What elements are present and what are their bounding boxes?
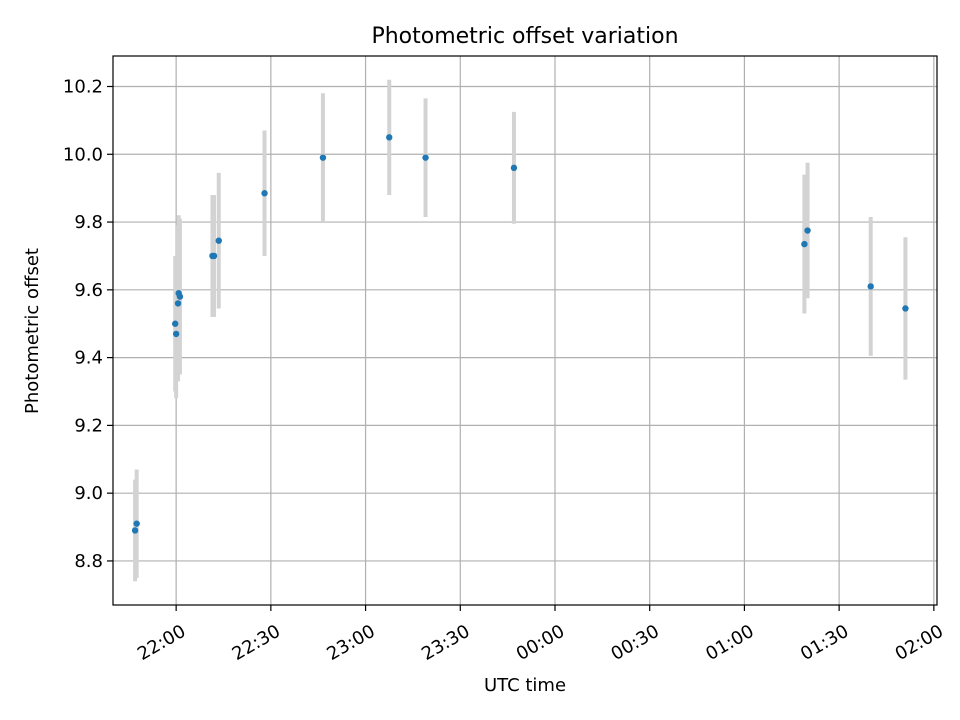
- x-axis-ticks: 22:00 22:30 23:00 23:30 00:00 00:30 01:00 01:30…: [134, 605, 947, 665]
- x-tick-label: 23:00: [323, 621, 378, 665]
- plot-area-frame: [112, 55, 938, 606]
- data-point: [804, 227, 811, 234]
- y-tick-label: 9.4: [74, 348, 103, 369]
- data-point: [386, 134, 393, 141]
- data-point: [210, 252, 218, 260]
- chart-title: Photometric offset variation: [371, 24, 678, 49]
- data-point: [171, 320, 179, 327]
- x-tick-label: 22:30: [229, 621, 284, 665]
- x-tick-label: 00:30: [608, 621, 663, 665]
- y-axis-label: Photometric offset: [22, 248, 43, 414]
- data-point: [422, 154, 429, 161]
- y-tick-label: 10.0: [63, 144, 103, 165]
- x-tick-label: 23:30: [418, 621, 473, 665]
- data-point: [902, 305, 909, 312]
- data-point: [510, 164, 518, 172]
- y-tick-label: 9.8: [74, 212, 103, 233]
- x-tick-label: 00:00: [513, 621, 568, 665]
- x-tick-label: 01:30: [797, 621, 852, 665]
- grid: [113, 56, 937, 605]
- y-axis-ticks: 8.8 9.0 9.2 9.4 9.6 9.8 10.0 10.2: [63, 77, 113, 572]
- x-tick-label: 22:00: [134, 621, 189, 665]
- y-tick-label: 9.0: [74, 483, 103, 504]
- data-point: [261, 190, 268, 197]
- x-tick-label: 02:00: [892, 621, 947, 665]
- data-point: [174, 300, 182, 307]
- errorbars: [133, 79, 908, 582]
- data-point: [131, 527, 139, 534]
- data-point: [319, 154, 327, 161]
- data-point: [801, 240, 808, 248]
- data-points: [131, 134, 909, 534]
- data-point: [867, 283, 874, 290]
- y-tick-label: 10.2: [63, 77, 103, 98]
- data-point: [176, 293, 184, 300]
- y-tick-label: 9.6: [74, 280, 103, 301]
- data-point: [172, 330, 180, 338]
- y-tick-label: 8.8: [74, 551, 103, 572]
- x-tick-label: 01:00: [702, 621, 757, 665]
- x-axis-label: UTC time: [484, 675, 566, 696]
- data-point: [215, 237, 222, 244]
- data-point: [133, 520, 140, 527]
- y-tick-label: 9.2: [74, 415, 103, 436]
